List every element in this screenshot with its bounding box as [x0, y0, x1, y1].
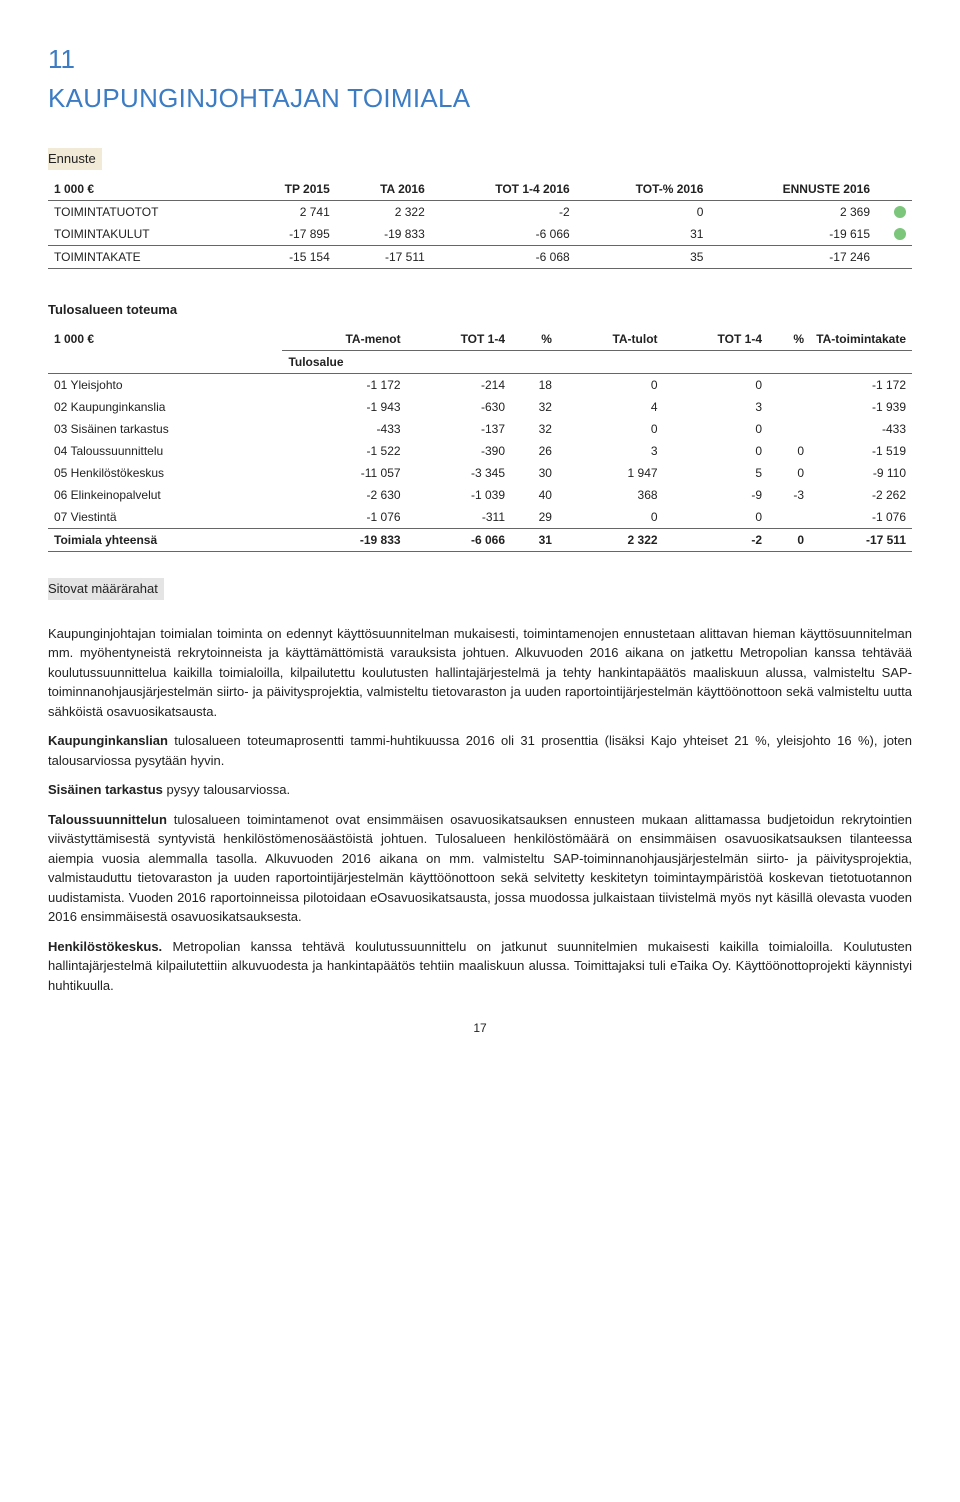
table-row: 05 Henkilöstökeskus-11 057-3 345301 9475… [48, 462, 912, 484]
total-row: Toimiala yhteensä-19 833-6 066312 322-20… [48, 529, 912, 552]
col-tp2015: TP 2015 [240, 178, 336, 201]
page-number: 17 [48, 1019, 912, 1037]
col-ennuste: ENNUSTE 2016 [709, 178, 876, 201]
col-unit2: 1 000 € [48, 328, 282, 374]
col-tulosalue: Tulosalue [282, 351, 912, 374]
table-row: 06 Elinkeinopalvelut-2 630-1 03940368-9-… [48, 484, 912, 506]
table-row: TOIMINTAKULUT-17 895-19 833-6 06631-19 6… [48, 223, 912, 246]
toteuma-table: 1 000 € TA-menot TOT 1-4 % TA-tulot TOT … [48, 328, 912, 552]
c5: TOT 1-4 [664, 328, 768, 351]
col-unit: 1 000 € [48, 178, 240, 201]
c1: TA-menot [282, 328, 406, 351]
paragraph: Kaupunginjohtajan toimialan toiminta on … [48, 624, 912, 722]
col-totpct: TOT-% 2016 [576, 178, 710, 201]
c4: TA-tulot [558, 328, 664, 351]
paragraph: Sisäinen tarkastus pysyy talousarviossa. [48, 780, 912, 800]
section-number: 11 [48, 40, 912, 79]
c2: TOT 1-4 [407, 328, 511, 351]
sitovat-label: Sitovat määrärahat [48, 578, 164, 600]
page-title: KAUPUNGINJOHTAJAN TOIMIALA [48, 79, 912, 118]
table-row: 07 Viestintä-1 076-3112900-1 076 [48, 506, 912, 529]
c3: % [511, 328, 558, 351]
table-row: 03 Sisäinen tarkastus-433-1373200-433 [48, 418, 912, 440]
table-row: TOIMINTATUOTOT2 7412 322-202 369 [48, 200, 912, 223]
paragraph: Henkilöstökeskus. Metropolian kanssa teh… [48, 937, 912, 996]
ennuste-table: 1 000 € TP 2015 TA 2016 TOT 1-4 2016 TOT… [48, 178, 912, 269]
col-tot14: TOT 1-4 2016 [431, 178, 576, 201]
c7: TA-toimintakate [810, 328, 912, 351]
col-ta2016: TA 2016 [336, 178, 431, 201]
ennuste-label: Ennuste [48, 148, 102, 170]
paragraph: Taloussuunnittelun tulosalueen toimintam… [48, 810, 912, 927]
c6: % [768, 328, 810, 351]
toteuma-label: Tulosalueen toteuma [48, 299, 183, 321]
table-row: TOIMINTAKATE-15 154-17 511-6 06835-17 24… [48, 245, 912, 268]
table-row: 01 Yleisjohto-1 172-2141800-1 172 [48, 374, 912, 397]
table-row: 02 Kaupunginkanslia-1 943-6303243-1 939 [48, 396, 912, 418]
table-row: 04 Taloussuunnittelu-1 522-39026300-1 51… [48, 440, 912, 462]
paragraph: Kaupunginkanslian tulosalueen toteumapro… [48, 731, 912, 770]
